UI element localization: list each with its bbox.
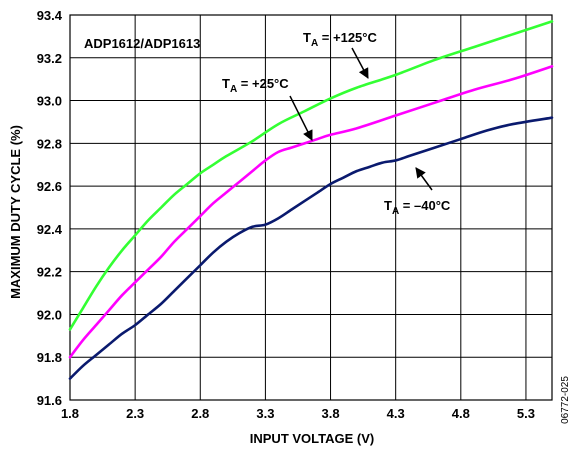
x-tick-label: 3.8 <box>322 406 340 421</box>
y-tick-label: 91.6 <box>37 393 62 408</box>
x-tick-label: 2.8 <box>191 406 209 421</box>
label-125c: TA = +125°C <box>303 30 377 49</box>
x-tick-label: 4.8 <box>452 406 470 421</box>
chart-title: ADP1612/ADP1613 <box>84 36 200 51</box>
label-arrow <box>290 96 312 140</box>
y-tick-label: 92.4 <box>37 222 63 237</box>
x-tick-label: 1.8 <box>61 406 79 421</box>
x-tick-label: 5.3 <box>517 406 535 421</box>
y-tick-label: 92.6 <box>37 179 62 194</box>
y-tick-label: 92.8 <box>37 136 62 151</box>
figure-id: 06772-025 <box>560 376 571 424</box>
y-tick-label: 93.4 <box>37 8 63 23</box>
x-tick-label: 3.3 <box>256 406 274 421</box>
series-lines <box>70 21 552 378</box>
y-tick-label: 91.8 <box>37 350 62 365</box>
x-tick-label: 4.3 <box>387 406 405 421</box>
grid <box>70 15 552 400</box>
x-tick-label: 2.3 <box>126 406 144 421</box>
label-25c: TA = +25°C <box>222 76 289 95</box>
x-axis-title: INPUT VOLTAGE (V) <box>250 431 374 446</box>
label-arrow <box>416 168 432 190</box>
series-line-125c <box>70 21 552 329</box>
y-tick-label: 92.2 <box>37 265 62 280</box>
label-arrow <box>352 48 368 78</box>
y-tick-label: 93.0 <box>37 94 62 109</box>
y-tick-label: 93.2 <box>37 51 62 66</box>
y-axis-title: MAXIMUM DUTY CYCLE (%) <box>8 125 23 299</box>
series-line-25c <box>70 66 552 357</box>
y-tick-label: 92.0 <box>37 307 62 322</box>
series-line-minus40c <box>70 118 552 379</box>
label-minus40c: TA = –40°C <box>384 198 451 217</box>
plot-frame <box>70 15 552 400</box>
